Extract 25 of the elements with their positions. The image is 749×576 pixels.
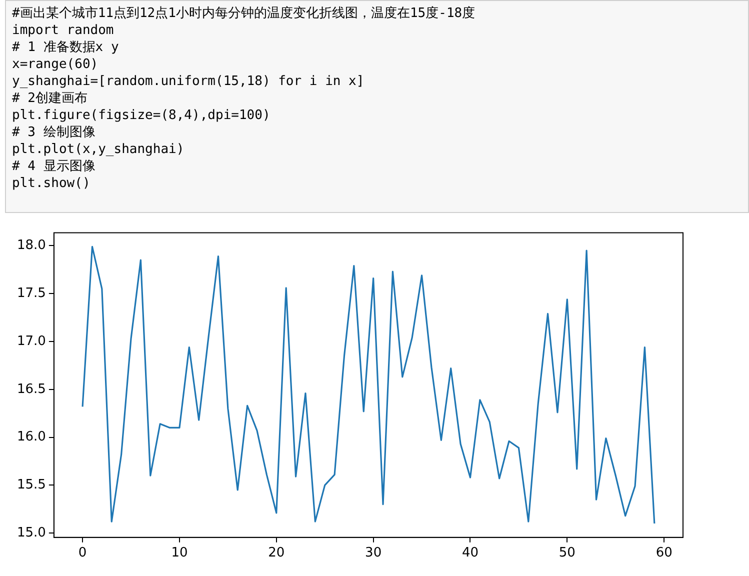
- x-tick-label: 0: [78, 546, 87, 561]
- y-tick-label: 17.0: [16, 334, 46, 349]
- y-tick-label: 15.0: [16, 525, 46, 540]
- y-tick-label: 18.0: [16, 238, 46, 254]
- text: # 4 显示图像: [12, 158, 96, 175]
- text: plt.figure(figsize=(8,4),dpi=100): [12, 107, 272, 124]
- text: x=range(60): [12, 56, 100, 73]
- text: plt.plot(x,y_shanghai): [12, 141, 186, 158]
- text: y_shanghai=[random.uniform(15,18) for i in x]: [12, 73, 366, 90]
- x-tick-label: 50: [558, 546, 576, 561]
- x-tick-label: 40: [462, 546, 479, 561]
- y-tick-label: 16.0: [16, 430, 46, 445]
- text: import random: [12, 22, 115, 39]
- text: # 1 准备数据x y: [12, 39, 120, 56]
- x-tick-label: 60: [656, 546, 672, 561]
- text: # 2创建画布: [12, 90, 88, 107]
- y-tick-label: 15.5: [16, 478, 46, 493]
- text: #画出某个城市11点到12点1小时内每分钟的温度变化折线图，温度在15度-18度: [12, 5, 476, 22]
- x-tick-label: 20: [268, 546, 285, 561]
- x-tick-label: 10: [171, 546, 188, 561]
- text: plt.show(): [12, 175, 92, 192]
- text: # 3 绘制图像: [12, 124, 96, 141]
- y-tick-label: 16.5: [16, 382, 46, 397]
- y-tick-label: 17.5: [16, 286, 46, 301]
- x-tick-label: 30: [365, 546, 382, 561]
